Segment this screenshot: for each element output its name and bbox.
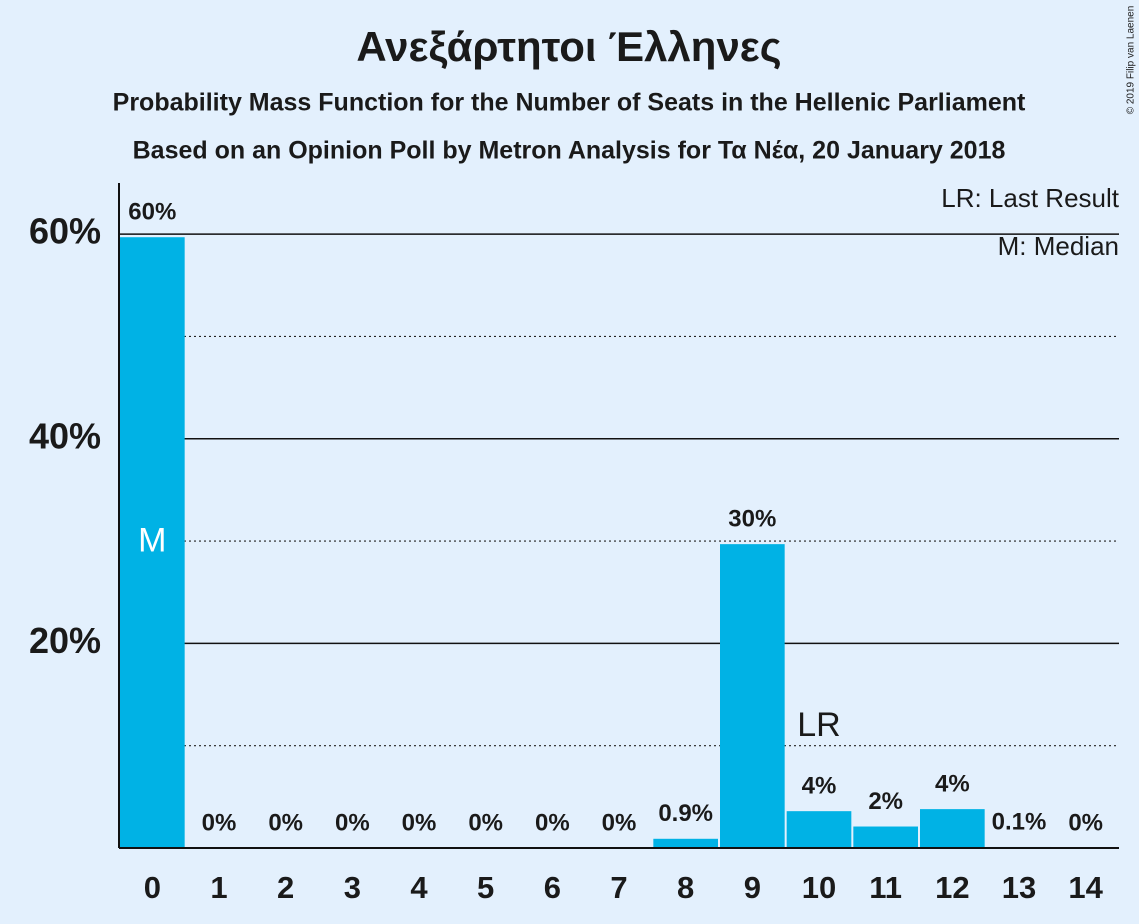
- x-tick-label: 10: [802, 870, 836, 905]
- x-tick-label: 2: [277, 870, 294, 905]
- x-tick-label: 4: [410, 870, 428, 905]
- value-label: 0%: [1068, 809, 1103, 836]
- x-tick-label: 12: [935, 870, 969, 905]
- value-label: 0%: [268, 809, 303, 836]
- value-label: 0%: [402, 809, 437, 836]
- value-label: 2%: [868, 788, 903, 815]
- bar: [120, 237, 185, 848]
- value-label: 0.9%: [658, 800, 713, 827]
- x-tick-label: 3: [344, 870, 361, 905]
- y-tick-label: 20%: [29, 620, 101, 661]
- x-tick-label: 13: [1002, 870, 1036, 905]
- bar: [920, 809, 985, 848]
- bar: [853, 826, 918, 848]
- y-tick-label: 60%: [29, 211, 101, 252]
- y-tick-label: 40%: [29, 415, 101, 456]
- x-tick-label: 14: [1068, 870, 1103, 905]
- x-tick-label: 11: [869, 870, 902, 905]
- value-label: 4%: [802, 773, 837, 800]
- value-label: 60%: [128, 199, 176, 226]
- chart-subtitle: Probability Mass Function for the Number…: [113, 89, 1026, 117]
- value-label: 0%: [202, 809, 237, 836]
- x-tick-label: 9: [744, 870, 761, 905]
- annotation: M: [138, 522, 166, 560]
- x-tick-label: 8: [677, 870, 694, 905]
- annotation: LR: [797, 706, 840, 744]
- x-tick-label: 6: [544, 870, 561, 905]
- value-label: 0%: [468, 809, 503, 836]
- value-label: 0%: [535, 809, 570, 836]
- bar: [720, 544, 785, 848]
- value-label: 0%: [602, 809, 637, 836]
- bar: [653, 838, 718, 848]
- chart-subtitle: Based on an Opinion Poll by Metron Analy…: [133, 137, 1006, 165]
- legend-entry: LR: Last Result: [941, 183, 1120, 213]
- x-tick-label: 0: [144, 870, 161, 905]
- x-tick-label: 7: [610, 870, 627, 905]
- chart-title: Ανεξάρτητοι Έλληνες: [356, 23, 781, 70]
- value-label: 0.1%: [992, 808, 1047, 835]
- value-label: 4%: [935, 770, 970, 797]
- value-label: 0%: [335, 809, 370, 836]
- copyright: © 2019 Filip van Laenen: [1126, 6, 1137, 115]
- x-tick-label: 1: [210, 870, 227, 905]
- x-tick-label: 5: [477, 870, 494, 905]
- value-label: 30%: [728, 505, 776, 532]
- bar: [786, 811, 852, 848]
- legend-entry: M: Median: [998, 231, 1119, 261]
